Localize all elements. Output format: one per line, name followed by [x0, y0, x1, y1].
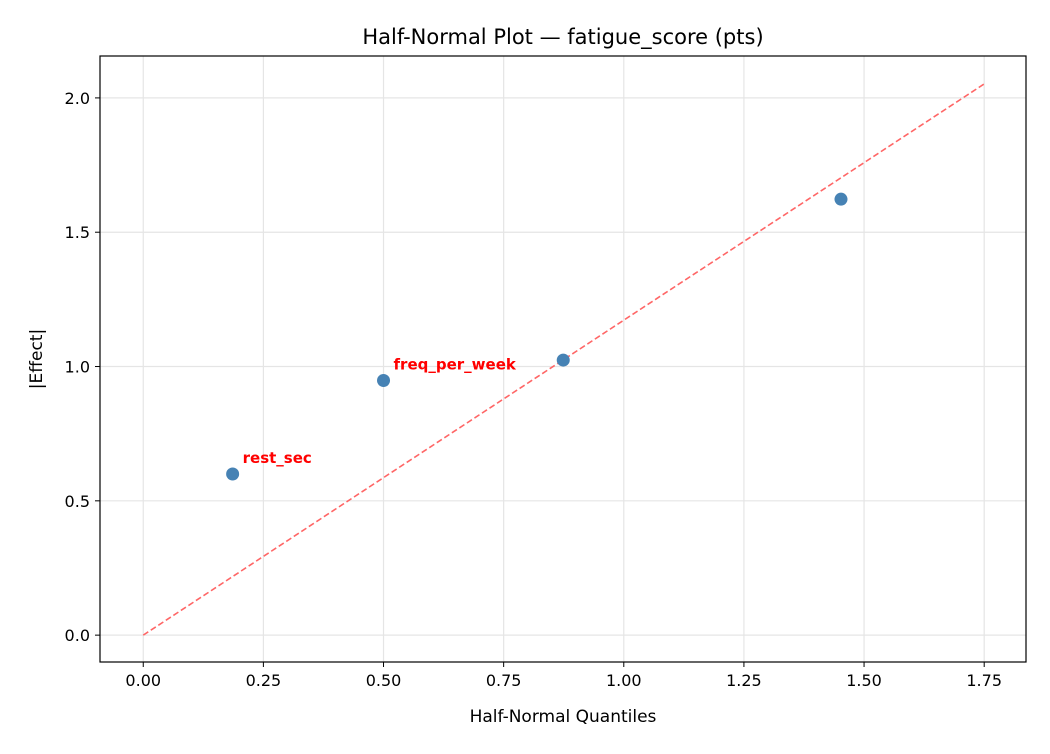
y-tick-label: 2.0 [65, 89, 90, 108]
x-tick-label: 0.50 [366, 671, 402, 690]
y-tick-label: 0.5 [65, 492, 90, 511]
chart-title: Half-Normal Plot — fatigue_score (pts) [362, 25, 763, 50]
y-axis-ticks: 0.0 0.5 1.0 1.5 2.0 [65, 89, 100, 645]
data-point [834, 192, 848, 206]
y-axis-label: |Effect| [27, 329, 47, 389]
x-tick-label: 0.75 [486, 671, 522, 690]
x-tick-label: 1.00 [606, 671, 642, 690]
data-point [556, 353, 570, 367]
x-axis-label: Half-Normal Quantiles [470, 707, 657, 727]
reference-line [142, 83, 985, 636]
data-point [377, 373, 391, 387]
y-tick-label: 0.0 [65, 626, 90, 645]
points-group: rest_sec freq_per_week [226, 192, 848, 481]
x-axis-ticks: 0.00 0.25 0.50 0.75 1.00 1.25 1.50 1.75 [125, 662, 1002, 690]
point-label: rest_sec [243, 449, 312, 467]
reference-line-group [142, 83, 985, 636]
x-tick-label: 0.25 [246, 671, 282, 690]
y-tick-label: 1.5 [65, 223, 90, 242]
x-tick-label: 1.25 [726, 671, 762, 690]
x-tick-label: 1.50 [846, 671, 882, 690]
grid [100, 56, 1026, 662]
y-tick-label: 1.0 [65, 358, 90, 377]
x-tick-label: 1.75 [966, 671, 1002, 690]
x-tick-label: 0.00 [125, 671, 161, 690]
point-label: freq_per_week [394, 355, 517, 373]
plot-frame [99, 55, 1027, 663]
data-point [226, 467, 240, 481]
